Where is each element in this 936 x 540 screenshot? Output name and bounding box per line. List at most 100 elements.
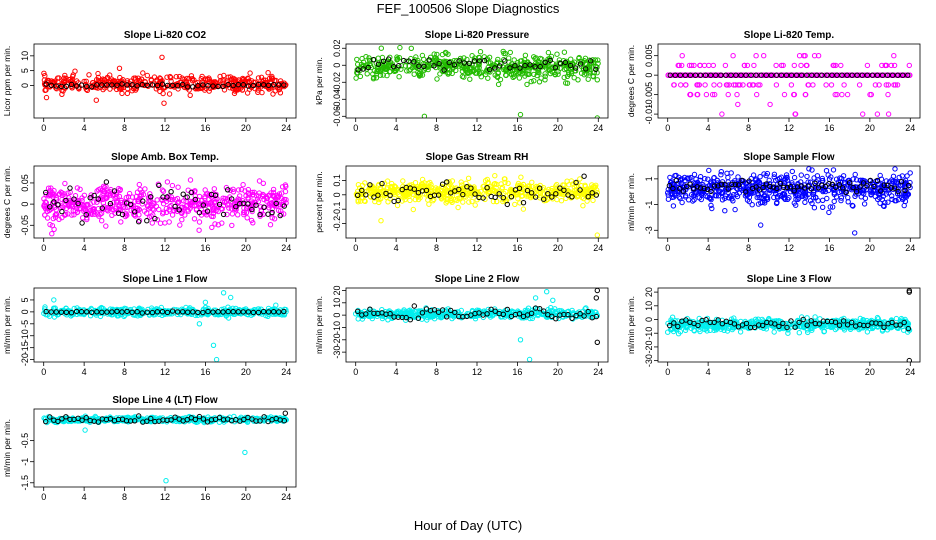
point-mean — [849, 72, 855, 78]
point-mean — [89, 309, 95, 315]
point-all — [250, 220, 256, 226]
point-mean — [220, 309, 226, 315]
point-all — [776, 175, 783, 182]
point-all — [891, 53, 897, 59]
x-tick-label: 8 — [746, 243, 751, 253]
point-all — [169, 182, 176, 189]
point-mean — [84, 83, 90, 90]
point-all — [241, 209, 247, 215]
point-mean — [225, 187, 231, 193]
point-all — [255, 89, 261, 96]
x-tick-label: 16 — [824, 123, 834, 133]
point-mean — [91, 192, 97, 199]
x-tick-label: 12 — [472, 243, 482, 253]
point-all — [833, 62, 839, 69]
point-all — [702, 82, 708, 88]
point-all — [364, 71, 370, 77]
point-all — [566, 70, 572, 76]
point-mean — [867, 177, 874, 184]
point-mean — [585, 308, 591, 315]
point-all — [771, 194, 777, 201]
point-mean — [815, 185, 822, 191]
y-tick-label: -0.06 — [332, 106, 342, 127]
point-mean — [200, 202, 207, 208]
point-all — [107, 86, 113, 92]
point-mean — [144, 309, 151, 315]
point-all — [761, 53, 767, 59]
point-mean — [520, 200, 527, 206]
point-all — [883, 72, 889, 78]
point-mean — [188, 189, 195, 196]
point-all — [419, 316, 425, 322]
point-all — [518, 58, 525, 64]
panel-title: Slope Li-820 Pressure — [425, 30, 530, 41]
point-all — [463, 191, 469, 197]
point-mean — [577, 311, 583, 317]
point-all — [542, 73, 548, 80]
point-all — [212, 221, 218, 227]
point-mean — [415, 315, 422, 321]
point-mean — [748, 72, 754, 78]
data-points — [41, 290, 289, 362]
point-all — [107, 202, 114, 209]
point-all — [425, 197, 431, 203]
point-all — [96, 213, 102, 219]
point-mean — [419, 310, 426, 316]
point-mean — [416, 63, 422, 69]
x-tick-label: 12 — [472, 367, 482, 377]
point-all — [125, 194, 132, 200]
point-mean — [809, 72, 815, 78]
point-mean — [75, 200, 81, 207]
point-all — [432, 54, 438, 61]
point-mean — [359, 187, 365, 194]
point-all — [822, 188, 829, 195]
point-all — [901, 202, 907, 209]
point-all — [226, 205, 232, 211]
y-tick-label: -5 — [20, 320, 30, 328]
point-mean — [553, 316, 559, 322]
point-mean — [159, 309, 166, 315]
point-mean — [874, 72, 881, 78]
point-all — [119, 311, 126, 317]
point-all — [838, 195, 845, 201]
point-all — [823, 82, 829, 88]
point-all — [667, 174, 673, 181]
point-mean — [265, 309, 272, 315]
plot-frame — [345, 287, 609, 363]
point-mean — [549, 194, 555, 200]
point-all — [272, 306, 278, 312]
point-all — [62, 212, 68, 218]
x-tick-label: 8 — [434, 243, 439, 253]
point-mean — [273, 200, 279, 207]
point-all — [268, 75, 275, 81]
point-all — [828, 82, 835, 88]
y-tick-label: -0.04 — [332, 89, 342, 110]
point-mean — [728, 72, 734, 78]
y-tick-label: -0.01 — [644, 104, 654, 125]
point-all — [357, 73, 364, 80]
point-all — [53, 211, 59, 217]
point-mean — [139, 82, 146, 88]
point-mean — [456, 186, 462, 193]
point-outlier — [93, 97, 100, 103]
point-all — [206, 75, 212, 81]
point-all — [231, 90, 238, 97]
point-mean — [500, 311, 506, 317]
point-all — [51, 79, 57, 86]
point-mean — [229, 196, 235, 202]
point-all — [577, 58, 583, 64]
x-tick-label: 20 — [553, 367, 563, 377]
point-mean — [753, 72, 759, 78]
point-all — [275, 207, 282, 214]
point-all — [556, 315, 562, 322]
panel-title: Slope Li-820 CO2 — [124, 30, 207, 41]
point-mean — [444, 179, 450, 185]
point-all — [758, 194, 764, 201]
point-all — [767, 101, 773, 108]
y-tick-label: -0.005 — [644, 82, 654, 108]
point-mean — [276, 309, 282, 315]
point-mean — [687, 181, 693, 187]
point-all — [363, 54, 369, 60]
point-mean — [702, 72, 709, 78]
point-mean — [711, 183, 718, 189]
